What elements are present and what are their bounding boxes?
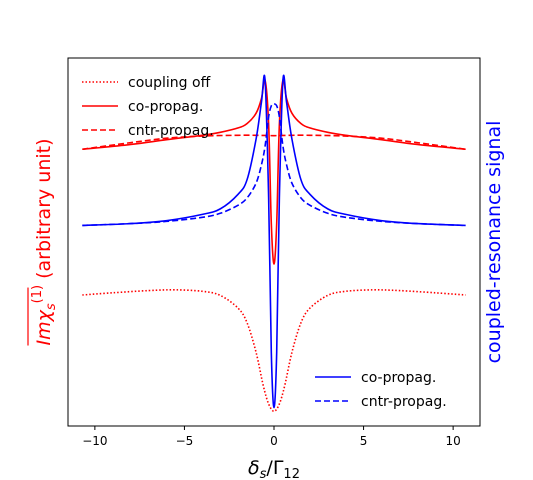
x-tick-label: 10 <box>445 434 460 448</box>
y-left-label-sup: (1) <box>30 285 45 303</box>
y-left-label-suffix: (arbitrary unit) <box>33 138 55 284</box>
series-line-5 <box>82 103 466 227</box>
legend-label: cntr-propag. <box>361 394 447 410</box>
series-line-3 <box>82 134 466 151</box>
x-tick-label: 5 <box>360 434 368 448</box>
x-tick-label: 0 <box>270 434 278 448</box>
x-axis-label: δs/Γ12 <box>248 457 300 480</box>
x-tick-label: −10 <box>82 434 107 448</box>
x-axis-label-sep: /Γ <box>266 457 283 479</box>
y-left-label-main: Imχ <box>33 309 55 345</box>
legend-label: co-propag. <box>361 370 436 386</box>
legend-label: cntr-propag. <box>128 123 214 139</box>
y-left-label-sub: s <box>44 303 59 310</box>
y-axis-label-left: Imχs(1) (arbitrary unit) <box>27 138 59 346</box>
y-axis-label-right: coupled-resonance signal <box>483 121 505 364</box>
x-axis-label-symbol: δ <box>248 457 260 479</box>
x-axis-label-sub1: s <box>260 467 267 480</box>
legend-layer: coupling off co-propag. cntr-propag. co-pro… <box>82 75 447 410</box>
x-tick-label: −5 <box>176 434 194 448</box>
x-axis-label-sub2: 12 <box>283 467 300 480</box>
series-layer <box>82 74 466 413</box>
series-line-4 <box>82 74 466 409</box>
x-axis-ticks: −10 −5 0 5 10 <box>82 426 461 448</box>
legend-label: co-propag. <box>128 99 203 115</box>
series-line-2 <box>82 78 466 265</box>
legend-label: coupling off <box>128 75 211 91</box>
series-line-1 <box>82 289 466 413</box>
svg-text:Imχs(1) (arbitrary unit): Imχs(1) (arbitrary unit) <box>30 138 59 345</box>
